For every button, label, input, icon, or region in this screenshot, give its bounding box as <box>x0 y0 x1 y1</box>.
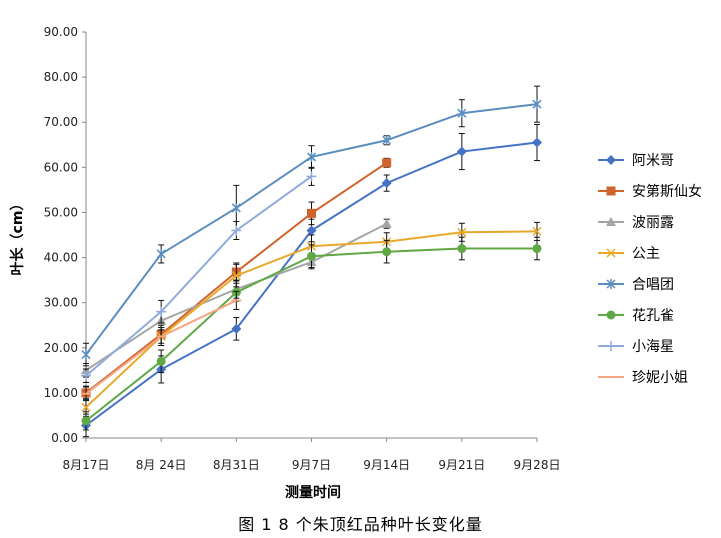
y-tick-label: 90.00 <box>44 25 78 39</box>
data-point <box>381 218 392 228</box>
x-tick-label: 9月28日 <box>514 458 561 472</box>
figure-caption: 图 1 8 个朱顶红品种叶长变化量 <box>238 515 483 534</box>
data-point <box>81 402 91 412</box>
data-point <box>382 135 392 146</box>
data-point <box>156 306 167 317</box>
y-tick-label: 50.00 <box>44 205 78 219</box>
x-tick-label: 8月17日 <box>63 458 110 472</box>
y-tick-label: 40.00 <box>44 251 78 265</box>
data-point <box>81 370 91 381</box>
data-point <box>381 178 392 189</box>
data-point <box>457 244 467 254</box>
x-tick-label: 8月31日 <box>213 458 260 472</box>
data-point <box>532 226 542 236</box>
legend-label: 安第斯仙女 <box>632 183 702 200</box>
x-tick-label: 9月21日 <box>438 458 485 472</box>
legend-marker <box>606 279 616 289</box>
legend-label: 公主 <box>632 246 660 262</box>
y-tick-label: 70.00 <box>44 115 78 129</box>
data-point <box>532 244 542 254</box>
legend-item-8: 珍妮小姐 <box>598 370 688 386</box>
data-point <box>231 323 242 334</box>
legend-label: 花孔雀 <box>632 308 674 324</box>
legend-item-1: 阿米哥 <box>598 153 674 169</box>
line-chart: 0.00 10.00 20.00 30.00 40.00 50.00 60.00 70.00 8… <box>9 25 702 500</box>
y-axis-title: 叶长（cm） <box>9 197 26 276</box>
y-tick-label: 0.00 <box>51 431 78 445</box>
y-tick-label: 20.00 <box>44 341 78 355</box>
data-point <box>307 208 316 218</box>
data-point <box>231 225 242 236</box>
legend-label: 阿米哥 <box>632 153 674 169</box>
data-point <box>81 416 91 426</box>
data-point <box>231 202 241 213</box>
data-point <box>532 137 542 148</box>
series-6 <box>81 236 542 431</box>
legend-item-6: 花孔雀 <box>598 308 674 324</box>
legend-label: 小海星 <box>632 339 674 355</box>
y-tick-label: 60.00 <box>44 160 78 174</box>
data-point <box>306 171 317 182</box>
legend-item-2: 安第斯仙女 <box>598 183 702 200</box>
y-tick-label: 30.00 <box>44 296 78 310</box>
legend-marker <box>606 341 616 351</box>
series-8 <box>81 290 242 402</box>
series-line <box>85 247 537 422</box>
data-point <box>307 251 316 261</box>
y-tick-label: 80.00 <box>44 70 78 84</box>
series-line <box>85 175 313 377</box>
legend-item-5: 合唱团 <box>598 277 674 293</box>
data-point <box>382 247 392 257</box>
data-point <box>81 349 91 360</box>
data-point <box>532 99 542 110</box>
legend-label: 波丽露 <box>632 215 674 231</box>
legend-marker <box>606 217 616 226</box>
legend-label: 珍妮小姐 <box>632 370 688 386</box>
legend-item-7: 小海星 <box>598 339 674 355</box>
legend-marker <box>606 310 616 320</box>
x-tick-label: 8月 24日 <box>136 458 187 472</box>
x-axis-title: 测量时间 <box>285 484 341 500</box>
data-point <box>457 227 467 237</box>
data-point <box>382 158 392 168</box>
data-point <box>156 248 166 259</box>
legend-marker <box>606 248 616 258</box>
legend-item-4: 公主 <box>598 246 660 262</box>
data-point <box>306 225 317 236</box>
plot-area: 0.00 10.00 20.00 30.00 40.00 50.00 60.00 70.00 8… <box>44 25 561 472</box>
data-point <box>231 271 241 281</box>
y-tick-label: 10.00 <box>44 386 78 400</box>
data-point <box>306 151 317 162</box>
legend-label: 合唱团 <box>632 277 674 293</box>
data-point <box>456 146 467 157</box>
legend-marker <box>606 155 616 165</box>
legend-item-3: 波丽露 <box>598 215 674 231</box>
series-5 <box>81 85 542 367</box>
legend-marker <box>606 186 616 196</box>
x-tick-label: 9月14日 <box>363 458 410 472</box>
series-7 <box>81 166 317 384</box>
data-point <box>457 108 467 119</box>
data-point <box>156 356 166 366</box>
x-tick-label: 9月7日 <box>292 458 331 472</box>
